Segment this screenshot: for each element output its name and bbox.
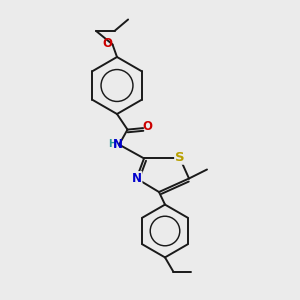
Text: N: N xyxy=(131,172,142,185)
Text: N: N xyxy=(113,137,123,151)
Text: H: H xyxy=(108,139,117,149)
Text: S: S xyxy=(175,151,185,164)
Text: O: O xyxy=(142,120,152,134)
Text: O: O xyxy=(102,37,112,50)
